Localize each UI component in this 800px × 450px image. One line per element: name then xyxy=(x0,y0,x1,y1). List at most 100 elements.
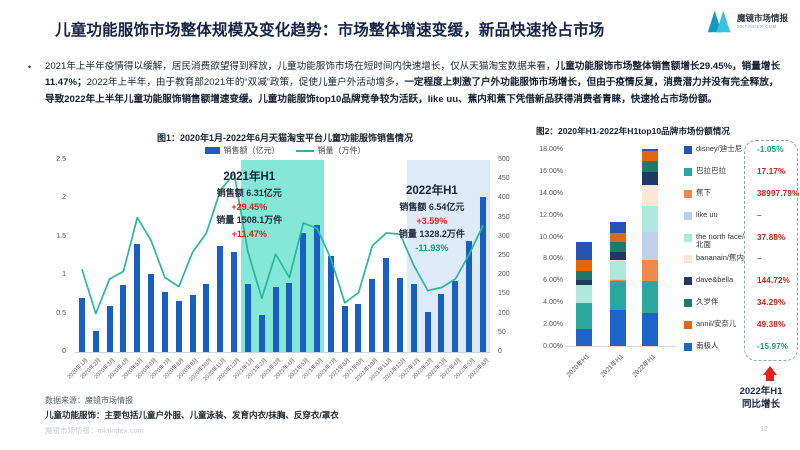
legend-swatch-icon xyxy=(684,255,692,264)
segment xyxy=(642,172,658,186)
legend-row: disney/迪士尼 -1.05% xyxy=(684,144,800,167)
chart2-baseline xyxy=(566,346,676,347)
intro-text: 2021年上半年疫情得以缓解，居民消费欲望得到释放，儿童功能服饰市场在短时间内快… xyxy=(45,61,781,105)
growth-value: 38997.79% xyxy=(757,188,800,198)
legend-swatch-icon xyxy=(684,211,692,220)
segment xyxy=(610,251,626,260)
page-number: 12 xyxy=(760,426,768,433)
legend-row: 久岁伴 34.29% xyxy=(684,298,800,320)
sales-bar xyxy=(244,284,251,352)
chart2-brand-share: 图2：2020年H1-2022年H1top10品牌市场份额情况 18.00% 16… xyxy=(536,125,800,430)
logo-subtitle: MKTINDEX.COM xyxy=(736,23,777,29)
bar-swatch-icon xyxy=(204,147,220,154)
segment xyxy=(576,284,592,304)
line-swatch-icon xyxy=(295,149,314,152)
segment xyxy=(610,233,626,243)
arrow-up-stem xyxy=(766,374,774,381)
chart1-x-axis-labels: 2020年1月 2020年2月 2020年3月 2020年4月 2020年5月 2020年… xyxy=(66,354,490,398)
sales-bar xyxy=(106,305,113,352)
growth-value: 49.38% xyxy=(757,320,786,330)
sales-bar xyxy=(189,295,196,352)
legend-row: annil/安奈儿 49.38% xyxy=(684,320,800,342)
legend-swatch-icon xyxy=(684,277,692,286)
segment xyxy=(610,279,626,281)
growth-value: -1.05% xyxy=(757,145,784,154)
segment xyxy=(642,161,658,173)
legend-swatch-icon xyxy=(684,146,692,154)
segment xyxy=(576,280,592,285)
annotation-box: 2021年H1 销售额 6.31亿元 +29.45% 销量 1508.1万件 +11.4… xyxy=(216,171,283,239)
logo-name: 魔镜市场情报 xyxy=(736,12,788,23)
sales-bar xyxy=(355,304,362,352)
brand-logo: 魔镜市场情报 MKTINDEX.COM xyxy=(706,8,788,34)
chart2-legend: disney/迪士尼 -1.05% 巴拉巴拉 17.17% 蕉下 38997.79% lik… xyxy=(684,144,800,364)
segment xyxy=(610,260,626,280)
sales-bar xyxy=(410,284,417,352)
chart2-caption: 图2：2020年H1-2022年H1top10品牌市场份额情况 xyxy=(536,126,730,136)
legend-swatch-icon xyxy=(684,299,692,308)
chart1-sales-trend: 图1：2020年1月-2022年6月天猫淘宝平台儿童功能服饰销售情况 销售额（亿… xyxy=(40,131,530,401)
legend-swatch-icon xyxy=(684,167,692,176)
segment xyxy=(642,185,658,206)
arrow-up-icon xyxy=(763,366,777,375)
legend-item-sales: 销售额（亿元） xyxy=(204,145,280,156)
page-title: 儿童功能服饰市场整体规模及变化趋势：市场整体增速变缓，新品快速抢占市场 xyxy=(55,22,605,39)
legend-label-sales: 销售额（亿元） xyxy=(223,146,280,155)
chart1-caption: 图1：2020年1月-2022年6月天猫淘宝平台儿童功能服饰销售情况 xyxy=(156,133,414,143)
growth-value: 144.72% xyxy=(757,276,790,286)
segment xyxy=(642,232,658,260)
growth-arrow-label: 2022年H1 同比增长 xyxy=(706,386,800,411)
chart2-y-axis: 18.00% 16.00% 14.00% 12.00% 10.00% 8.00% 6.00%… xyxy=(539,146,563,350)
legend-swatch-icon xyxy=(684,343,692,352)
sales-bar xyxy=(341,305,348,352)
segment xyxy=(610,259,626,261)
growth-arrow-label-line1: 2022年H1 xyxy=(739,386,783,397)
segment xyxy=(642,259,658,282)
legend-row: dave&bella 144.72% xyxy=(684,276,800,298)
segment xyxy=(642,151,658,162)
sales-bar xyxy=(438,294,445,352)
segment xyxy=(610,309,626,346)
segment xyxy=(610,280,626,282)
segment xyxy=(576,259,592,271)
data-source: 数据来源：魔镜市场情报 xyxy=(45,396,133,405)
chart1-legend: 销售额（亿元） 销量（万件） xyxy=(40,145,530,156)
stacked-bar-2021年H1 xyxy=(610,222,626,346)
segment xyxy=(610,242,626,252)
category-definition: 儿童功能服饰：主要包括儿童户外服、儿童泳装、发育内衣/抹胸、反穿衣/罩衣 xyxy=(45,410,339,420)
sales-bar xyxy=(203,283,210,352)
legend-row: 南极人 -15.97% xyxy=(684,341,800,364)
segment xyxy=(642,281,658,314)
segment xyxy=(642,205,658,233)
legend-row: 蕉下 38997.79% xyxy=(684,188,800,211)
growth-value: 37.88% xyxy=(757,232,786,242)
x-label: 2021年H1 xyxy=(599,353,626,379)
chart2-x-axis-labels: 2020年H1 2021年H1 2022年H1 xyxy=(536,349,676,385)
growth-value: – xyxy=(757,210,762,220)
growth-arrow-label-line2: 同比增长 xyxy=(741,398,780,410)
chart1-annotations: 2021年H1 销售额 6.31亿元 +29.45% 销量 1508.1万件 +11.4… xyxy=(75,160,490,352)
sales-bar xyxy=(272,286,279,352)
intro-paragraph: • 2021年上半年疫情得以缓解，居民消费欲望得到释放，儿童功能服饰市场在短时间… xyxy=(28,59,788,108)
x-label: 2020年H1 xyxy=(565,353,592,379)
sales-bar xyxy=(396,277,403,352)
growth-value: -15.97% xyxy=(757,342,789,352)
growth-value: – xyxy=(757,254,762,264)
segment xyxy=(642,313,658,346)
sales-bar xyxy=(452,281,459,352)
chart2-plot-area xyxy=(536,149,676,347)
legend-row: like uu – xyxy=(684,210,800,233)
chart1-plot-area: 2021年H1 销售额 6.31亿元 +29.45% 销量 1508.1万件 +11.4… xyxy=(75,160,490,353)
segment xyxy=(642,149,658,152)
legend-swatch-icon xyxy=(684,233,692,242)
growth-value: 34.29% xyxy=(757,298,786,308)
segment xyxy=(610,281,626,310)
legend-row: bananain/蕉内 – xyxy=(684,254,800,276)
sales-bar xyxy=(175,301,182,352)
logo-m-icon xyxy=(707,10,731,33)
segment xyxy=(610,222,626,234)
chart1-left-axis: 2.5 2 1.5 1 0.5 0 xyxy=(56,156,66,355)
sales-bar xyxy=(78,298,85,352)
chart1-right-axis: 500 450 400 350 300 250 200 150 100 50 0 xyxy=(498,156,510,355)
